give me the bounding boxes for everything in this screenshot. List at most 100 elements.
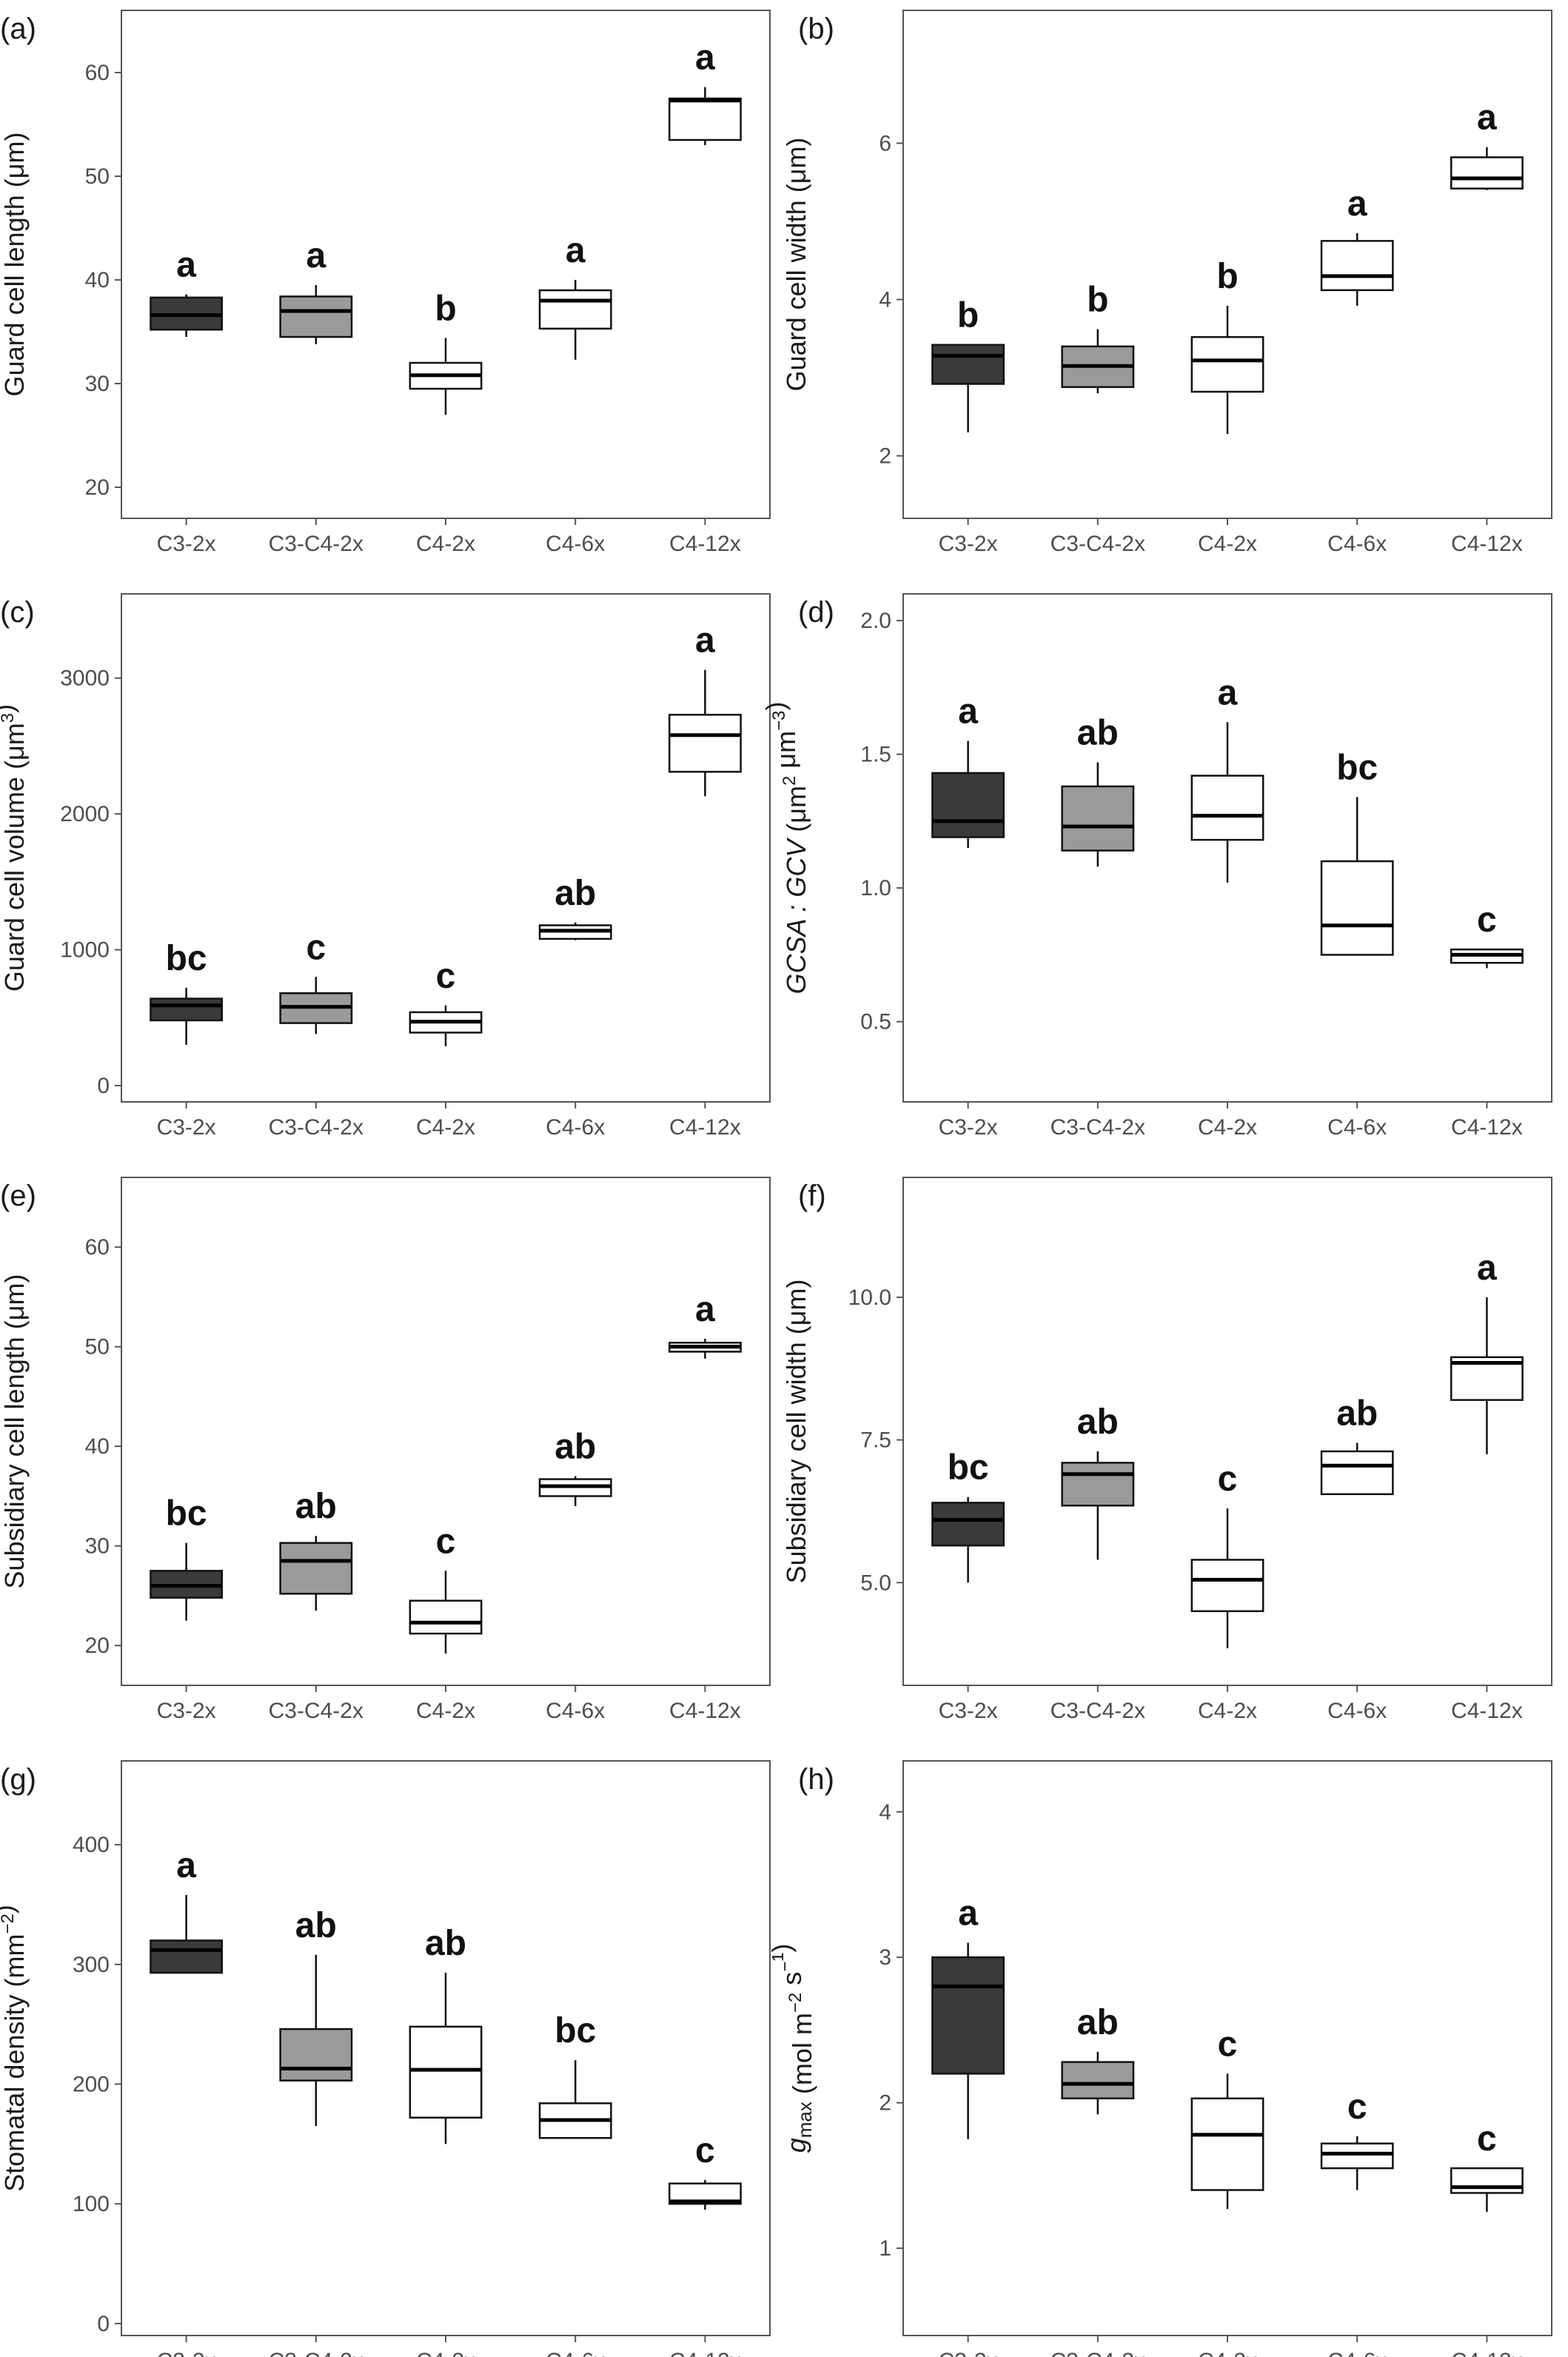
box-C4-6x: a	[538, 231, 612, 360]
x-tick-label: C4-12x	[669, 532, 741, 556]
y-tick-label: 40	[85, 268, 110, 292]
x-tick-label: C4-6x	[546, 2349, 605, 2357]
significance-letter: c	[1218, 2025, 1238, 2064]
y-tick-label: 60	[85, 61, 110, 85]
x-tick-label: C3-2x	[939, 2349, 998, 2357]
x-tick-label: C4-12x	[669, 2349, 741, 2357]
panel-g: (g) 0 100 200 300 400 C3-2x C3-C4-2x C4-2x C4-6x C…	[0, 1760, 771, 2357]
box-iqr	[931, 1956, 1005, 2075]
y-axis-title-part: (mol m	[787, 2013, 817, 2102]
significance-letter: bc	[555, 2011, 596, 2050]
box-iqr	[1320, 1450, 1394, 1496]
y-axis-title: Subsidiary cell width (μm)Subsidiary cel…	[781, 1280, 811, 1584]
panel-tag: (f)	[798, 1180, 826, 1212]
significance-letter: c	[1477, 900, 1497, 940]
panel-tag: (e)	[0, 1180, 36, 1212]
significance-letter: a	[1347, 184, 1367, 224]
x-tick-label: C3-C4-2x	[269, 1699, 363, 1723]
significance-letter: a	[176, 246, 196, 285]
y-axis-title-symbol: g	[781, 2138, 811, 2153]
x-tick-label: C4-2x	[1198, 2349, 1257, 2357]
box-iqr	[1320, 860, 1394, 956]
y-tick-label: 1.0	[860, 876, 891, 900]
y-tick-label: 3	[879, 1945, 891, 1970]
box-C3-2x: a	[150, 1846, 224, 1974]
y-tick-label: 60	[85, 1235, 110, 1260]
y-tick-label: 50	[85, 1335, 110, 1360]
y-tick-label: 400	[73, 1833, 110, 1857]
panel-b: (b) 2 4 6 C3-2x C3-C4-2x C4-2x C4-6x C4-12x b b b a a	[798, 10, 1552, 556]
panel-tag: (a)	[0, 13, 36, 45]
y-axis-title: Guard cell volume (μm³)Guard cell volume…	[0, 704, 30, 992]
x-tick-label: C4-12x	[1451, 532, 1523, 556]
panel-tag: (c)	[0, 596, 35, 629]
significance-letter: ab	[555, 874, 596, 913]
significance-letter: c	[306, 928, 326, 967]
x-tick-label: C4-2x	[1198, 1115, 1257, 1140]
x-tick-label: C4-12x	[1451, 1115, 1523, 1140]
box-C4-2x: c	[1190, 1460, 1264, 1648]
x-tick-label: C3-2x	[939, 1115, 998, 1140]
y-axis-title-part: )	[0, 1905, 19, 1913]
x-tick-label: C3-2x	[157, 1115, 216, 1140]
box-C4-2x: b	[409, 289, 483, 415]
box-C4-6x: ab	[1320, 1394, 1394, 1496]
significance-letter: bc	[166, 1494, 207, 1534]
box-iqr	[279, 1542, 353, 1595]
x-tick-label: C4-6x	[546, 1115, 605, 1140]
box-iqr	[1450, 2167, 1524, 2194]
box-C4-2x: c	[409, 957, 483, 1046]
x-tick-label: C3-2x	[939, 532, 998, 556]
y-axis-title-part: Subsidiary cell width (μm)	[781, 1280, 811, 1584]
x-tick-label: C4-12x	[1451, 1699, 1523, 1723]
significance-letter: a	[1218, 673, 1238, 712]
y-tick-label: 0.5	[860, 1010, 891, 1034]
box-C4-6x: bc	[538, 2011, 612, 2139]
box-C4-2x: c	[409, 1522, 483, 1654]
y-tick-label: 4	[879, 1800, 891, 1825]
panel-h: (h) 1 2 3 4 C3-2x C3-C4-2x C4-2x C4-6x C4-12x a ab c…	[798, 1760, 1552, 2357]
y-tick-label: 2	[879, 2091, 891, 2116]
significance-letter: c	[1218, 1460, 1238, 1499]
significance-letter: c	[1477, 2119, 1497, 2159]
y-tick-label: 0	[97, 2312, 110, 2336]
y-tick-label: 100	[73, 2192, 110, 2216]
box-iqr	[1450, 156, 1524, 190]
y-tick-label: 40	[85, 1434, 110, 1459]
y-axis-title-part: (μm	[781, 786, 811, 840]
box-iqr	[931, 772, 1005, 838]
significance-letter: ab	[555, 1428, 596, 1467]
box-iqr	[150, 1939, 224, 1974]
y-axis-title-part: ¹)	[766, 1944, 797, 1962]
x-tick-label: C3-C4-2x	[269, 532, 363, 556]
box-iqr	[150, 997, 224, 1022]
significance-letter: b	[957, 296, 979, 335]
y-axis-title: Guard cell width (μm)Guard cell width (μ…	[781, 138, 811, 392]
significance-letter: a	[695, 1290, 715, 1329]
significance-letter: ab	[1077, 1403, 1119, 1442]
box-C3-C4-2x: ab	[1061, 2003, 1135, 2115]
x-tick-label: C4-6x	[1327, 532, 1387, 556]
x-tick-label: C3-C4-2x	[269, 1115, 363, 1140]
y-axis-title-part: s	[777, 1972, 807, 1993]
significance-letter: ab	[425, 1924, 466, 1963]
y-axis-title-part: Guard cell width (μm)	[781, 138, 811, 392]
box-C3-2x: bc	[150, 1494, 224, 1621]
x-tick-label: C3-2x	[939, 1699, 998, 1723]
box-C3-2x: a	[150, 246, 224, 337]
box-C3-2x: a	[931, 692, 1005, 848]
panel-a: (a) 20 30 40 50 60 C3-2x C3-C4-2x C4-2x C4-6x C4-1…	[0, 10, 771, 556]
y-tick-label: 50	[85, 164, 110, 189]
box-iqr	[1061, 1462, 1135, 1507]
x-tick-label: C4-6x	[1327, 1115, 1387, 1140]
significance-letter: ab	[1077, 713, 1119, 752]
box-iqr	[409, 2025, 483, 2119]
box-C4-12x: a	[668, 39, 742, 145]
box-iqr	[931, 344, 1005, 385]
x-tick-label: C4-2x	[416, 532, 475, 556]
box-C4-12x: c	[668, 2131, 742, 2210]
significance-letter: a	[958, 692, 978, 732]
box-C4-6x: c	[1320, 2087, 1394, 2190]
x-tick-label: C3-C4-2x	[1051, 532, 1145, 556]
